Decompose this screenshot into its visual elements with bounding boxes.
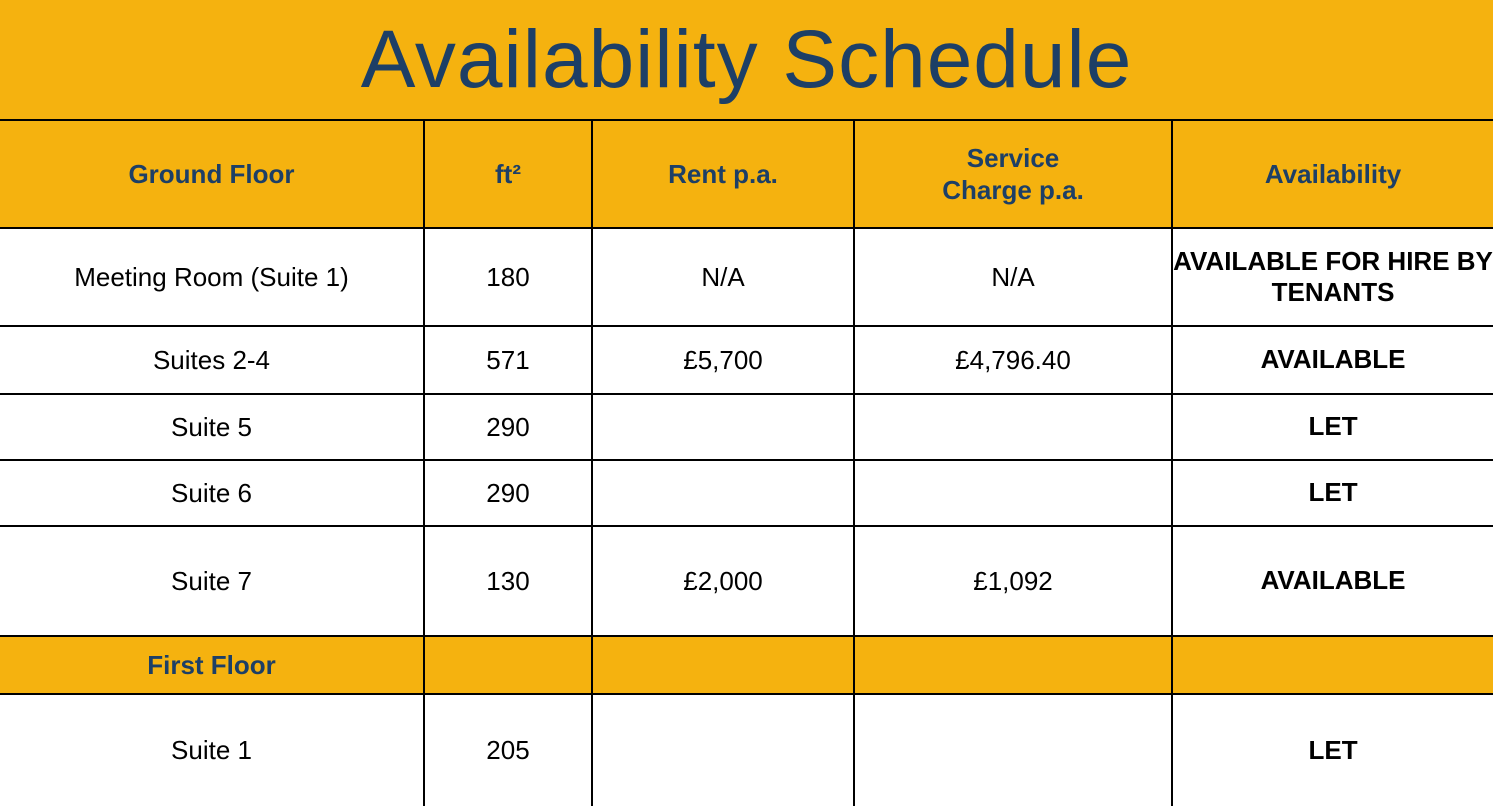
cell-name: Suite 5 [0, 394, 424, 460]
cell-availability: AVAILABLE FOR HIRE BY TENANTS [1172, 228, 1493, 326]
cell-sqft: 205 [424, 694, 592, 806]
cell-name: Meeting Room (Suite 1) [0, 228, 424, 326]
cell-sqft: 180 [424, 228, 592, 326]
cell-availability: AVAILABLE [1172, 326, 1493, 394]
col-header-service-charge: Service Charge p.a. [854, 120, 1172, 228]
cell-name: Suite 6 [0, 460, 424, 526]
col-header-availability: Availability [1172, 120, 1493, 228]
cell-rent [592, 394, 854, 460]
cell-sqft: 290 [424, 460, 592, 526]
title-cell: Availability Schedule [0, 0, 1493, 120]
col-header-sqft: ft² [424, 120, 592, 228]
cell-name: Suite 1 [0, 694, 424, 806]
cell-sqft: 571 [424, 326, 592, 394]
table-row: Suite 1 205 LET [0, 694, 1493, 806]
cell-rent: £5,700 [592, 326, 854, 394]
cell-service [854, 460, 1172, 526]
availability-table: Availability Schedule Ground Floor ft² R… [0, 0, 1493, 806]
table-row: Meeting Room (Suite 1) 180 N/A N/A AVAIL… [0, 228, 1493, 326]
table-row: Suites 2-4 571 £5,700 £4,796.40 AVAILABL… [0, 326, 1493, 394]
cell-service: £1,092 [854, 526, 1172, 636]
cell-name: Suites 2-4 [0, 326, 424, 394]
cell-availability: LET [1172, 694, 1493, 806]
cell-rent: £2,000 [592, 526, 854, 636]
section-row-first-floor: First Floor [0, 636, 1493, 694]
cell-sqft: 130 [424, 526, 592, 636]
table-header-row: Ground Floor ft² Rent p.a. Service Charg… [0, 120, 1493, 228]
cell-name: Suite 7 [0, 526, 424, 636]
cell-service: £4,796.40 [854, 326, 1172, 394]
col-header-service-line1: Service [967, 143, 1060, 173]
cell-service: N/A [854, 228, 1172, 326]
section-empty [424, 636, 592, 694]
section-empty [592, 636, 854, 694]
cell-rent [592, 460, 854, 526]
col-header-rent: Rent p.a. [592, 120, 854, 228]
col-header-service-line2: Charge p.a. [942, 175, 1084, 205]
cell-sqft: 290 [424, 394, 592, 460]
cell-service [854, 394, 1172, 460]
table-row: Suite 5 290 LET [0, 394, 1493, 460]
cell-service [854, 694, 1172, 806]
cell-rent [592, 694, 854, 806]
col-header-ground-floor: Ground Floor [0, 120, 424, 228]
table-row: Suite 7 130 £2,000 £1,092 AVAILABLE [0, 526, 1493, 636]
section-empty [854, 636, 1172, 694]
title-row: Availability Schedule [0, 0, 1493, 120]
page-title: Availability Schedule [361, 14, 1133, 105]
cell-availability: LET [1172, 460, 1493, 526]
section-label: First Floor [0, 636, 424, 694]
section-empty [1172, 636, 1493, 694]
cell-rent: N/A [592, 228, 854, 326]
cell-availability: LET [1172, 394, 1493, 460]
table-row: Suite 6 290 LET [0, 460, 1493, 526]
cell-availability: AVAILABLE [1172, 526, 1493, 636]
